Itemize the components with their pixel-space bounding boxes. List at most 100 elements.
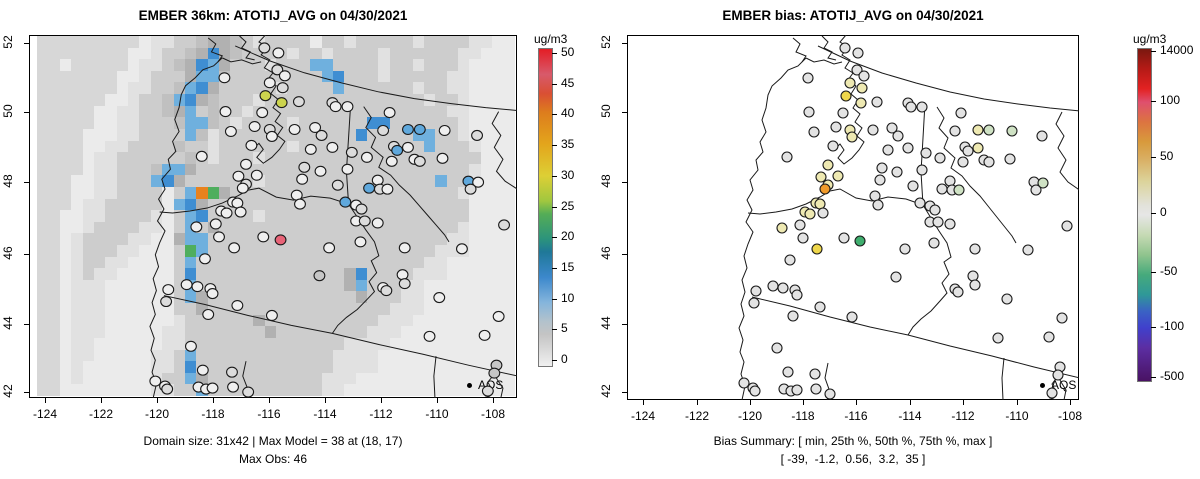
model-grid-cell xyxy=(219,268,231,280)
model-grid-cell xyxy=(219,140,231,153)
model-grid-cell xyxy=(48,186,60,199)
x-axis-tick xyxy=(1017,400,1018,405)
colorbar-tick-label: 20 xyxy=(561,229,575,243)
model-grid-cell xyxy=(423,163,436,176)
model-grid-cell xyxy=(446,303,459,315)
model-grid-cell xyxy=(150,210,163,222)
station-marker xyxy=(984,157,994,167)
model-grid-cell xyxy=(355,47,368,60)
y-axis-tick-label: 46 xyxy=(1,246,15,260)
model-grid-cell xyxy=(173,221,185,234)
station-marker xyxy=(355,237,366,247)
model-grid-cell xyxy=(253,163,265,176)
model-grid-cell xyxy=(469,198,481,211)
model-grid-cell xyxy=(196,349,208,362)
model-grid-cell xyxy=(503,163,515,176)
model-grid-cell xyxy=(219,59,231,71)
model-grid-cell xyxy=(253,303,265,315)
map-line-mt_wiggle xyxy=(492,112,517,191)
model-grid-cell xyxy=(59,233,72,246)
model-grid-cell xyxy=(287,152,299,164)
model-grid-cell xyxy=(162,163,174,176)
model-grid-cell xyxy=(401,337,413,350)
model-grid-cell xyxy=(287,268,299,280)
model-grid-cell xyxy=(276,198,288,211)
model-grid-cell xyxy=(93,314,106,327)
model-grid-cell xyxy=(412,245,424,257)
model-grid-cell xyxy=(412,94,424,106)
model-grid-cell xyxy=(162,337,174,350)
model-grid-cell xyxy=(37,186,49,199)
station-marker xyxy=(1005,154,1015,164)
model-grid-cell xyxy=(82,233,94,246)
model-grid-cell xyxy=(401,175,413,187)
model-grid-cell xyxy=(401,326,413,338)
colorbar-tick-label: 5 xyxy=(561,321,568,335)
model-grid-cell xyxy=(344,152,356,164)
model-grid-cell xyxy=(150,186,163,199)
model-grid-cell xyxy=(93,361,106,373)
station-marker xyxy=(330,102,341,112)
model-grid-cell xyxy=(230,326,242,338)
model-grid-cell xyxy=(469,314,481,327)
station-marker xyxy=(340,197,351,207)
model-grid-cell xyxy=(128,59,140,71)
model-grid-cell xyxy=(71,303,83,315)
model-grid-cell xyxy=(378,233,390,246)
model-grid-cell xyxy=(435,233,447,246)
model-grid-cell xyxy=(139,372,151,385)
model-grid-cell xyxy=(389,94,402,106)
model-grid-cell xyxy=(492,128,504,141)
model-grid-cell xyxy=(253,268,265,280)
model-grid-cell xyxy=(128,245,140,257)
model-grid-cell xyxy=(332,82,345,95)
model-grid-cell xyxy=(480,245,493,257)
model-grid-cell xyxy=(469,384,481,396)
model-grid-cell xyxy=(116,128,129,141)
station-marker xyxy=(267,131,278,141)
model-grid-cell xyxy=(480,268,493,280)
model-grid-cell xyxy=(458,128,470,141)
model-grid-cell xyxy=(93,221,106,234)
model-grid-cell xyxy=(287,384,299,396)
model-grid-cell xyxy=(378,314,390,327)
model-grid-cell xyxy=(59,337,72,350)
station-marker xyxy=(783,367,793,377)
model-grid-cell xyxy=(423,268,436,280)
model-grid-cell xyxy=(219,175,231,187)
model-grid-cell xyxy=(367,256,379,269)
map-line-canada_border xyxy=(235,46,517,111)
model-grid-cell xyxy=(298,314,311,327)
model-grid-cell xyxy=(276,221,288,234)
model-grid-cell xyxy=(37,82,49,95)
model-grid-cell xyxy=(332,163,345,176)
model-grid-cell xyxy=(264,245,276,257)
y-axis-tick xyxy=(622,43,627,44)
model-grid-cell xyxy=(492,186,504,199)
station-marker xyxy=(200,254,211,264)
model-grid-cell xyxy=(367,279,379,292)
model-grid-cell xyxy=(184,163,197,176)
model-grid-cell xyxy=(219,349,231,362)
model-grid-cell xyxy=(116,291,129,304)
station-marker xyxy=(251,170,262,180)
model-grid-cell xyxy=(401,163,413,176)
model-grid-cell xyxy=(367,314,379,327)
model-grid-cell xyxy=(492,337,504,350)
station-marker xyxy=(1057,313,1067,323)
model-grid-cell xyxy=(332,47,345,60)
model-grid-cell xyxy=(207,117,220,129)
model-grid-cell xyxy=(71,337,83,350)
model-grid-cell xyxy=(423,128,436,141)
model-grid-cell xyxy=(184,372,197,385)
model-grid-cell xyxy=(480,303,493,315)
model-grid-cell xyxy=(458,210,470,222)
station-marker xyxy=(818,208,828,218)
model-grid-cell xyxy=(128,221,140,234)
model-grid-cell xyxy=(71,256,83,269)
model-grid-cell xyxy=(173,59,185,71)
model-grid-cell xyxy=(162,349,174,362)
model-grid-cell xyxy=(37,291,49,304)
model-grid-cell xyxy=(378,82,390,95)
model-grid-cell xyxy=(184,361,197,373)
